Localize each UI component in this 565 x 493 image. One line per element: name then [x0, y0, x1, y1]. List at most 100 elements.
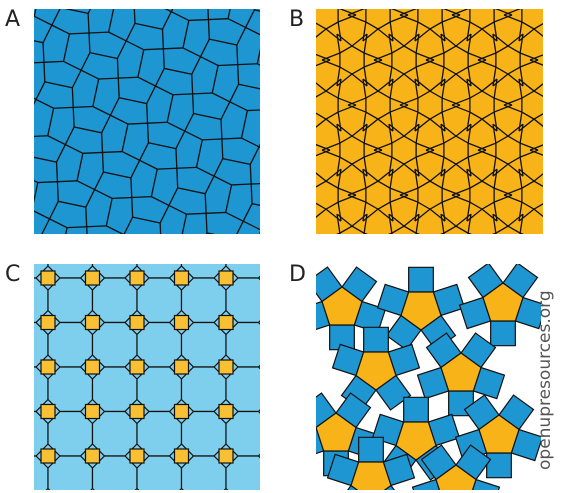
star-edge — [337, 78, 342, 99]
star-edge — [440, 33, 445, 54]
star-edge — [351, 123, 368, 137]
pentagon-square-pattern-panel — [316, 264, 541, 490]
star-edge — [377, 118, 394, 132]
star-edge — [325, 28, 342, 42]
pentagon-edge — [94, 189, 113, 199]
pentagon-edge — [116, 40, 127, 59]
star-edge — [388, 66, 393, 87]
pentagon-edge — [42, 42, 45, 63]
star-edge — [425, 149, 445, 158]
pentagon-edge — [206, 232, 235, 234]
star-edge — [492, 214, 497, 234]
star-edge — [363, 33, 368, 54]
star-edge — [362, 21, 367, 42]
pentagon-edge — [150, 168, 158, 197]
star-edge — [493, 104, 513, 113]
star-edge — [325, 208, 342, 222]
star-edge — [373, 59, 393, 68]
square — [363, 326, 389, 353]
pentagon-edge — [127, 122, 148, 125]
square — [486, 452, 512, 479]
pentagon-edge — [87, 9, 98, 14]
star-edge — [451, 97, 471, 106]
star-edge — [451, 9, 470, 16]
pentagon-edge — [102, 150, 123, 154]
star-edge — [519, 124, 524, 144]
pentagon-edge — [40, 218, 51, 234]
pentagon-edge — [193, 112, 222, 120]
star-edge — [481, 168, 498, 182]
hexagon — [391, 225, 417, 234]
pentagon-edge — [110, 114, 129, 125]
pentagon-edge — [101, 152, 105, 173]
star-edge — [493, 78, 498, 99]
pentagon-edge — [139, 159, 158, 170]
star-edge — [399, 9, 418, 16]
star-edge — [519, 214, 524, 234]
star-edge — [325, 118, 342, 132]
pentagon-edge — [35, 81, 46, 100]
star-edge — [441, 78, 446, 99]
star-edge — [362, 202, 367, 222]
star-edge — [415, 142, 435, 151]
star-edge — [467, 149, 487, 158]
star-edge — [467, 52, 487, 61]
star-edge — [388, 213, 405, 227]
pentagon-edge — [176, 166, 197, 169]
octagon — [91, 455, 138, 490]
pentagon — [395, 421, 437, 461]
pentagon-edge — [251, 182, 260, 185]
pentagon-edge — [92, 78, 100, 107]
star-edge — [414, 168, 431, 182]
star-edge — [351, 73, 368, 87]
star-edge — [503, 9, 522, 16]
pentagon-edge — [221, 138, 224, 159]
pentagon-edge — [254, 9, 260, 17]
square — [40, 314, 56, 331]
pentagon-edge — [188, 18, 209, 22]
square — [218, 448, 234, 464]
pentagon-edge — [163, 47, 184, 50]
star-edge — [377, 168, 394, 182]
pentagon-edge — [69, 32, 90, 35]
star-edge — [533, 173, 543, 182]
star-edge — [351, 213, 368, 227]
pentagon — [321, 286, 363, 326]
pentagon-edge — [121, 123, 129, 152]
pentagon-edge — [80, 69, 99, 80]
square — [173, 448, 190, 464]
hexagon-star-tiling — [316, 9, 543, 234]
pentagon-edge — [47, 135, 66, 146]
star-edge — [503, 104, 523, 113]
star-edge — [519, 52, 539, 61]
star-edge — [388, 123, 405, 137]
pentagon-edge — [205, 213, 208, 233]
star-edge — [425, 142, 445, 151]
pentagon-edge — [86, 226, 89, 234]
star-edge — [493, 21, 498, 42]
star-edge — [518, 168, 535, 182]
star-edge — [363, 142, 383, 151]
star-edge — [321, 149, 341, 158]
star-edge — [451, 14, 471, 23]
star-edge — [493, 194, 513, 203]
pentagon-edge — [139, 142, 150, 161]
pentagon-edge — [98, 77, 119, 80]
pentagon-edge — [148, 142, 177, 150]
pentagon-edge — [132, 216, 161, 224]
pentagon — [355, 351, 397, 391]
pentagon-edge — [72, 107, 75, 128]
pentagon-edge — [43, 60, 64, 63]
pentagon-edge — [162, 48, 165, 69]
star-edge — [347, 104, 367, 113]
pentagon-edge — [134, 22, 163, 30]
square — [40, 448, 56, 464]
star-edge — [415, 66, 420, 87]
star-edge — [415, 214, 420, 234]
star-edge — [466, 21, 471, 42]
square — [173, 403, 190, 420]
star-edge — [440, 163, 457, 177]
octagon — [136, 455, 183, 490]
star-edge — [441, 14, 461, 23]
pentagon-edge — [62, 33, 71, 62]
